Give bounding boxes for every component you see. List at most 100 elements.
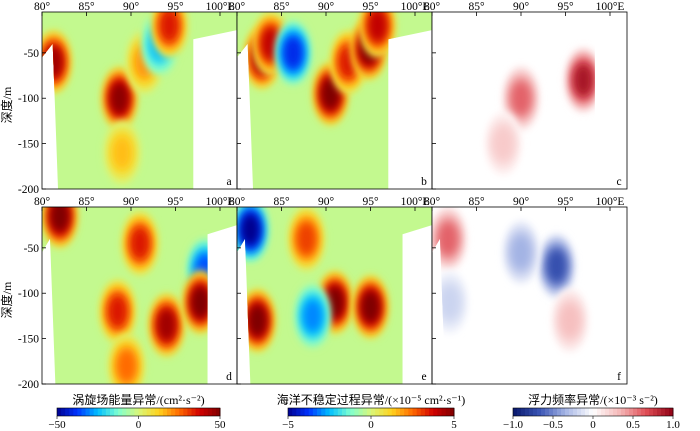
feature-d-3: [109, 296, 127, 327]
x-tick-label: 90°: [513, 196, 530, 208]
panel-e-field: [237, 207, 432, 384]
colorbar-swatch: [118, 408, 123, 416]
x-tick-label: 85°: [273, 196, 290, 208]
colorbar-swatch: [199, 408, 205, 416]
feature-f-0: [439, 223, 457, 254]
colorbar-swatch: [657, 408, 662, 416]
colorbar-swatch: [85, 408, 91, 416]
colorbar-swatch: [134, 408, 139, 416]
colorbar-swatch: [379, 408, 384, 416]
feature-a-0: [45, 46, 63, 77]
x-tick-label: 100°E: [206, 1, 235, 13]
x-tick-label: 80°: [424, 196, 441, 208]
x-tick-label: 100°E: [596, 1, 625, 13]
colorbar-tick-label: −0.5: [543, 419, 563, 431]
colorbar-swatch: [317, 408, 322, 416]
colorbar-swatch: [158, 408, 164, 416]
feature-b-1: [262, 28, 280, 59]
feature-b-6: [369, 12, 387, 41]
colorbar-swatch: [517, 408, 522, 416]
colorbar-swatch: [629, 408, 634, 416]
x-tick-label: 90°: [123, 196, 140, 208]
colorbar-swatch: [114, 408, 119, 416]
colorbar-swatch: [565, 408, 570, 416]
feature-f-4: [441, 287, 459, 318]
feature-e-0: [241, 214, 259, 245]
colorbar-swatch: [561, 408, 566, 416]
colorbar-a: 涡旋场能量异常/(cm²·s⁻²) −50 0 50: [48, 393, 226, 431]
y-tick-label: -200: [18, 184, 39, 196]
feature-d-0: [51, 207, 69, 232]
colorbar-swatch: [187, 408, 192, 416]
colorbar-swatch: [81, 408, 87, 416]
x-tick-label: 85°: [78, 1, 95, 13]
colorbar-swatch: [207, 408, 213, 416]
x-tick-label: 80°: [34, 1, 51, 13]
colorbar-tick-label: 0: [368, 419, 374, 431]
colorbar-label: 涡旋场能量异常/(cm²·s⁻²): [72, 393, 204, 407]
colorbar-b: 海洋不稳定过程异常/(×10⁻⁵ cm²·s⁻¹) −5 0 5: [277, 392, 465, 431]
colorbar-swatch: [529, 408, 534, 416]
x-tick-label: 80°: [229, 196, 246, 208]
colorbar-swatch: [77, 408, 82, 416]
colorbar-swatch: [146, 408, 152, 416]
colorbar-tick-label: 0.5: [626, 419, 640, 431]
colorbar-swatch: [183, 408, 188, 416]
feature-e-1: [248, 305, 266, 336]
x-tick-label: 100°E: [206, 196, 235, 208]
x-tick-label: 95°: [557, 1, 574, 13]
x-tick-label: 100°E: [401, 1, 430, 13]
colorbar-swatch: [645, 408, 650, 416]
feature-b-2: [284, 37, 302, 68]
panel-label: a: [226, 176, 231, 188]
feature-a-1: [110, 83, 128, 114]
panel-label: d: [226, 371, 232, 383]
colorbar-tick-label: 1.0: [666, 419, 680, 431]
colorbar-swatch: [593, 408, 598, 416]
feature-d-6: [118, 350, 136, 381]
colorbar-swatch: [569, 408, 574, 416]
colorbar-swatch: [329, 408, 335, 416]
colorbar-swatch: [597, 408, 602, 416]
colorbar-label: 浮力频率异常/(×10⁻³ s⁻²): [528, 392, 658, 407]
colorbar-swatch: [57, 408, 62, 416]
colorbar-tick-label: −50: [48, 419, 66, 431]
panel-d-field: [42, 207, 237, 384]
colorbar-c: 浮力频率异常/(×10⁻³ s⁻²) −1.0 −0.5 0 0.5 1.0: [503, 392, 680, 431]
colorbar-swatch: [433, 408, 438, 416]
colorbar-swatch: [354, 408, 360, 416]
y-tick-label: -200: [18, 379, 39, 391]
colorbar-swatch: [408, 408, 413, 416]
colorbar-swatch: [641, 408, 646, 416]
panel-frame: [431, 11, 628, 190]
panel-label: c: [616, 176, 621, 188]
x-tick-label: 90°: [513, 1, 530, 13]
colorbar-swatch: [358, 408, 364, 416]
colorbar-swatch: [449, 408, 455, 416]
colorbar-swatch: [362, 408, 368, 416]
colorbar-swatch: [416, 408, 422, 416]
colorbar-swatch: [553, 408, 558, 416]
x-tick-label: 100°E: [401, 196, 430, 208]
panel-b: 80° 85° 90° 95° 100°E b: [229, 1, 433, 190]
colorbar-swatch: [424, 408, 430, 416]
colorbar-swatch: [292, 408, 297, 416]
colorbar-swatch: [308, 408, 314, 416]
feature-e-3: [362, 291, 379, 322]
colorbar-swatch: [304, 408, 310, 416]
y-tick-label: -100: [18, 288, 39, 300]
feature-b-3: [321, 78, 339, 109]
panel-frame: [431, 206, 628, 385]
x-tick-label: 95°: [167, 1, 184, 13]
panel-a-field: [42, 12, 237, 189]
colorbar-label: 海洋不稳定过程异常/(×10⁻⁵ cm²·s⁻¹): [277, 392, 465, 407]
colorbar-swatch: [89, 408, 95, 416]
colorbar-swatch: [669, 408, 674, 416]
colorbar-swatch: [605, 408, 610, 416]
colorbar-swatch: [625, 408, 630, 416]
colorbar-swatch: [420, 408, 426, 416]
panel-label: f: [617, 371, 621, 383]
colorbar-tick-label: −5: [282, 419, 294, 431]
colorbar-swatch: [375, 408, 380, 416]
